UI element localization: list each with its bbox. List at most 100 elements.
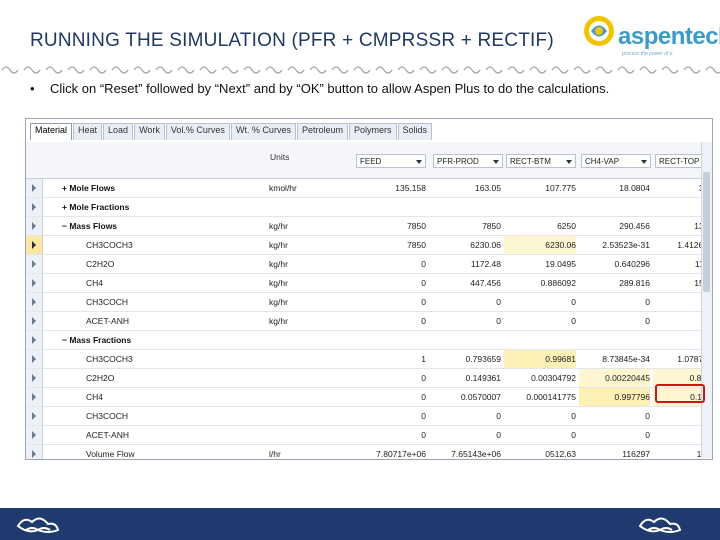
value-cell: 7850 — [407, 221, 426, 231]
tab-solids[interactable]: Solids — [397, 123, 433, 140]
unit-cell — [269, 426, 349, 444]
stream-select-0[interactable]: FEED — [356, 154, 426, 168]
stream-name: FEED — [360, 157, 382, 166]
value-cell — [579, 198, 650, 216]
wave-motif — [309, 66, 327, 74]
tab-polymers[interactable]: Polymers — [348, 123, 397, 140]
wave-motif — [507, 66, 525, 74]
tab-material[interactable]: Material — [30, 123, 73, 140]
table-row[interactable]: ACET-ANH00000 — [26, 426, 712, 445]
row-pointer-icon — [32, 317, 36, 325]
value-cell: 0.997796 — [579, 388, 650, 406]
value-cell — [354, 331, 426, 349]
section-toggle-label[interactable]: + Mole Flows — [62, 183, 116, 193]
value-cell: 0 — [571, 430, 576, 440]
table-row[interactable]: Volume Flow l/hr 7.80717e+06 7.65143e+06 051… — [26, 445, 712, 459]
row-label: CH3COCH — [86, 411, 129, 421]
row-selector[interactable] — [26, 407, 43, 425]
value-cell: 0 — [571, 297, 576, 307]
row-pointer-icon — [32, 279, 36, 287]
section-toggle-label[interactable]: + Mole Fractions — [62, 202, 130, 212]
wave-motif — [595, 66, 613, 74]
unit-cell — [269, 331, 349, 349]
stream-results-window: Material Heat Load Work Vol.% Curves Wt. % Cu… — [25, 118, 713, 460]
value-cell: 0 — [496, 430, 501, 440]
table-row[interactable]: + Mole Flows kmol/hr 135.158 163.05 107.775 1… — [26, 179, 712, 198]
row-selector[interactable] — [26, 217, 43, 235]
value-cell: 0 — [496, 411, 501, 421]
value-cell: 1172.48 — [470, 259, 501, 269]
row-selector[interactable] — [26, 255, 43, 273]
unit-cell: kg/hr — [269, 221, 288, 231]
row-pointer-icon — [32, 298, 36, 306]
row-selector[interactable] — [26, 331, 43, 349]
cloud-ornament — [638, 517, 682, 533]
stream-select-3[interactable]: CH4-VAP — [581, 154, 651, 168]
row-pointer-icon — [32, 450, 36, 458]
value-cell: 0.99681 — [504, 350, 576, 368]
value-cell: 0 — [421, 297, 426, 307]
wave-motif — [639, 66, 657, 74]
row-selector[interactable] — [26, 388, 43, 406]
stream-select-2[interactable]: RECT-BTM — [506, 154, 576, 168]
row-pointer-icon — [32, 393, 36, 401]
stream-select-1[interactable]: PFR-PROD — [433, 154, 503, 168]
row-selector[interactable] — [26, 236, 43, 254]
table-row[interactable]: + Mole Fractions — [26, 198, 712, 217]
tab-wt-curves[interactable]: Wt. % Curves — [230, 123, 296, 140]
value-cell: 0.886092 — [540, 278, 576, 288]
chevron-down-icon — [416, 160, 422, 164]
stream-select-4[interactable]: RECT-TOP — [655, 154, 712, 168]
value-cell: 0 — [571, 316, 576, 326]
vertical-scrollbar[interactable] — [701, 142, 712, 458]
tab-load[interactable]: Load — [103, 123, 134, 140]
value-cell: 0 — [496, 297, 501, 307]
row-selector[interactable] — [26, 426, 43, 444]
table-row[interactable]: CH3COCH00000 — [26, 407, 712, 426]
value-cell: 0 — [645, 430, 650, 440]
row-label: CH4 — [86, 278, 104, 288]
value-cell: 7850 — [482, 221, 501, 231]
row-selector[interactable] — [26, 198, 43, 216]
chevron-down-icon — [493, 160, 499, 164]
tab-heat[interactable]: Heat — [73, 123, 103, 140]
row-selector[interactable] — [26, 445, 43, 459]
tab-vol-curves[interactable]: Vol.% Curves — [165, 123, 230, 140]
aspentech-logo: aspentech process the power of e — [582, 14, 720, 60]
value-cell: 1.07874e-26 — [677, 354, 712, 364]
table-row[interactable]: CH3COCH3 kg/hr 7850 6230.06 6230.06 2.53523e-… — [26, 236, 712, 255]
row-selector[interactable] — [26, 369, 43, 387]
table-row[interactable]: CH3COCH3 1 0.793659 0.99681 8.73845e-34 1.078… — [26, 350, 712, 369]
results-tab-strip: Material Heat Load Work Vol.% Curves Wt. % Cu… — [30, 123, 433, 140]
row-label: CH3COCH3 — [86, 240, 133, 250]
section-toggle-label[interactable]: − Mass Fractions — [62, 335, 132, 345]
unit-cell: kmol/hr — [269, 183, 297, 193]
logo-tagline: process the power of e — [622, 51, 673, 57]
wave-motif — [155, 66, 173, 74]
tab-work[interactable]: Work — [134, 123, 165, 140]
wave-motif — [199, 66, 217, 74]
row-selector[interactable] — [26, 179, 43, 197]
tab-petroleum[interactable]: Petroleum — [296, 123, 348, 140]
scrollbar-thumb[interactable] — [703, 172, 710, 292]
stream-name: RECT-TOP — [659, 157, 700, 166]
row-selector[interactable] — [26, 350, 43, 368]
section-toggle-label[interactable]: − Mass Flows — [62, 221, 118, 231]
wave-motif — [89, 66, 107, 74]
table-row[interactable]: − Mass Fractions — [26, 331, 712, 350]
table-row[interactable]: − Mass Flowskg/hr785078506250290.4561309… — [26, 217, 712, 236]
value-cell: 1 — [421, 354, 426, 364]
row-selector[interactable] — [26, 274, 43, 292]
wave-motif — [67, 66, 85, 74]
highlight-box — [655, 384, 705, 403]
row-label: CH3COCH — [86, 297, 129, 307]
row-selector[interactable] — [26, 293, 43, 311]
row-pointer-icon — [32, 222, 36, 230]
row-selector[interactable] — [26, 312, 43, 330]
table-row[interactable]: C2H2O 0 0.149361 0.003047920.002204450.8802… — [26, 369, 712, 388]
